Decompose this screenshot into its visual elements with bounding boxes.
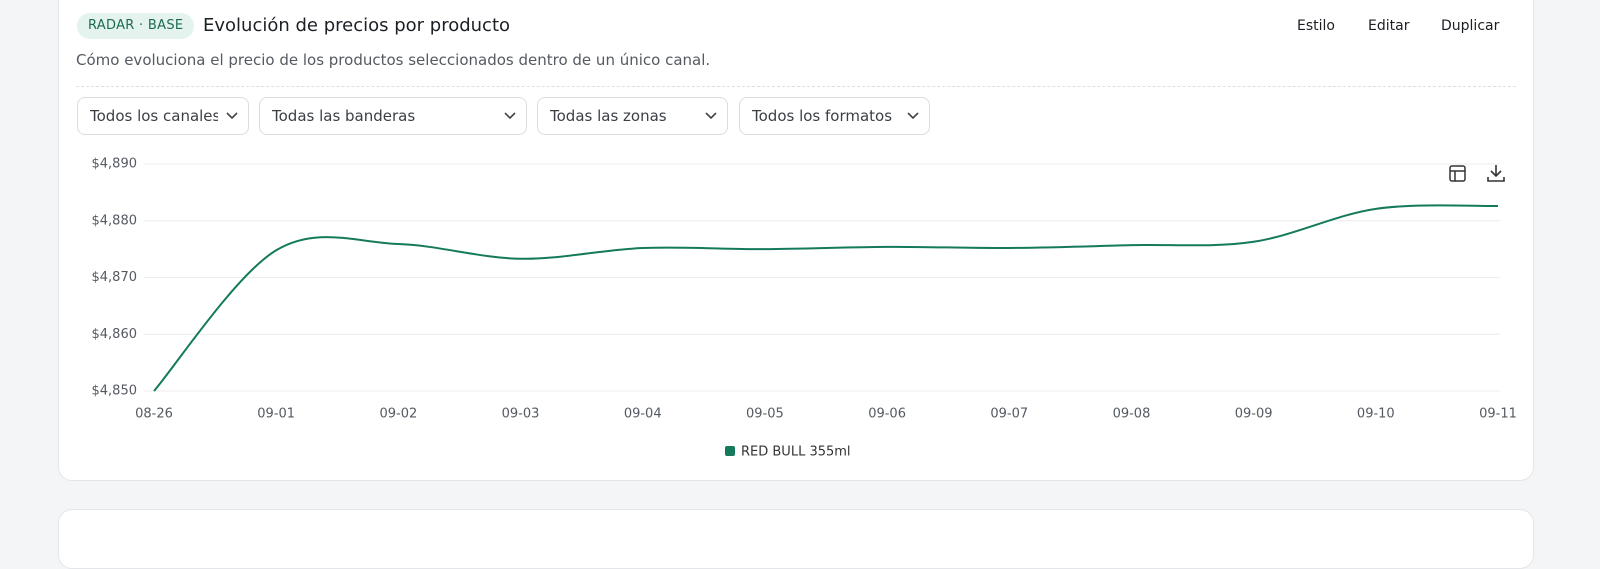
action-button[interactable]: Duplicar (1441, 18, 1500, 34)
filter-dropdown[interactable]: Todos los formatos (739, 97, 930, 135)
separator (76, 86, 1516, 87)
chevron (504, 112, 516, 120)
x-tick-label: 09-06 (868, 407, 906, 422)
x-tick-label: 09-08 (1113, 407, 1151, 422)
filter-dropdown[interactable]: Todas las zonas (537, 97, 728, 135)
x-tick-label: 09-07 (990, 407, 1028, 422)
chart-card (58, 0, 1534, 481)
y-tick-label: $4,860 (92, 327, 138, 342)
filter-dropdown[interactable]: Todos los canales (77, 97, 249, 135)
filter-dropdown[interactable]: Todas las banderas (259, 97, 527, 135)
y-tick-label: $4,870 (92, 270, 138, 285)
action-button[interactable]: Estilo (1297, 18, 1335, 34)
badge: RADAR · BASE (77, 13, 195, 39)
x-tick-label: 08-26 (135, 407, 173, 422)
x-tick-label: 09-03 (502, 407, 540, 422)
x-tick-label: 09-10 (1357, 407, 1395, 422)
price-line (153, 204, 1499, 392)
x-tick-label: 09-11 (1479, 407, 1517, 422)
filter-label: Todas las banderas (272, 107, 416, 125)
x-tick-label: 09-01 (257, 407, 295, 422)
filter-label: Todos los formatos (752, 107, 893, 125)
x-tick-label: 09-02 (379, 407, 417, 422)
chart: $4,850 $4,860 $4,870 $4,880 $4,890 08-26 09-01… (92, 157, 1517, 460)
x-tick-label: 09-04 (624, 407, 662, 422)
legend-label: RED BULL 355ml (741, 445, 851, 460)
legend-swatch (725, 446, 735, 456)
chevron (226, 112, 238, 120)
chevron (907, 112, 919, 120)
x-tick-label: 09-09 (1235, 407, 1273, 422)
action-button[interactable]: Editar (1368, 18, 1410, 34)
filter-label: Todos los canales (90, 107, 218, 125)
y-tick-label: $4,880 (92, 213, 138, 228)
page: RADAR · BASE Evolución de precios por pr… (58, 0, 1534, 569)
chevron (705, 112, 717, 120)
y-tick-label: $4,890 (92, 157, 138, 172)
x-tick-label: 09-05 (746, 407, 784, 422)
card-title: Evolución de precios por producto (203, 15, 511, 36)
table-icon[interactable] (1449, 165, 1466, 182)
y-tick-label: $4,850 (92, 384, 138, 399)
filter-label: Todas las zonas (550, 107, 667, 125)
download-icon[interactable] (1487, 165, 1505, 182)
card-subtitle: Cómo evoluciona el precio de los product… (76, 51, 711, 69)
